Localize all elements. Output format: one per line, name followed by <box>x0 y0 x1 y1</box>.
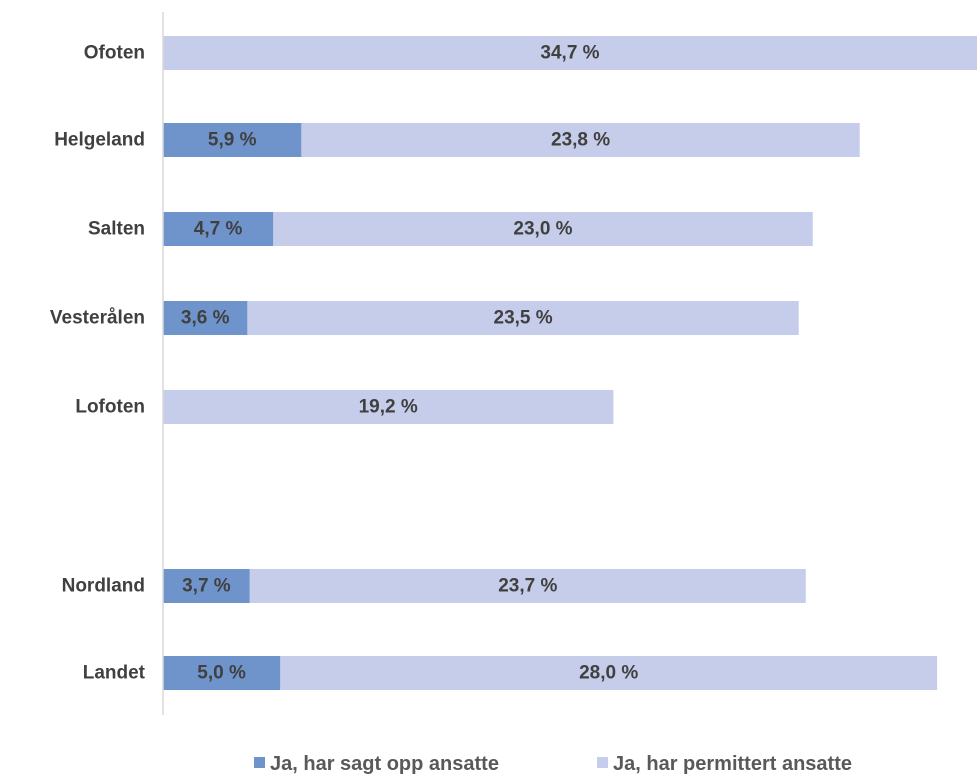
category-label-nordland: Nordland <box>62 576 145 597</box>
bar-lofoten-series-2 <box>163 390 614 424</box>
legend: Ja, har sagt opp ansatte Ja, har permitte… <box>254 753 852 775</box>
data-label-vesteralen-series-2: 23,5 % <box>494 308 553 329</box>
data-label-lofoten-series-2: 19,2 % <box>359 397 418 418</box>
data-label-landet-series-2: 28,0 % <box>579 663 638 684</box>
category-label-helgeland: Helgeland <box>54 130 145 151</box>
bar-salten-series-2 <box>273 212 813 246</box>
bar-landet-series-1 <box>163 656 281 690</box>
category-label-vesteralen: Vesterålen <box>50 308 145 329</box>
bars-layer <box>163 36 977 690</box>
data-label-nordland-series-2: 23,7 % <box>498 576 557 597</box>
bar-vesteralen-series-1 <box>163 301 248 335</box>
bar-landet-series-2 <box>280 656 938 690</box>
category-label-lofoten: Lofoten <box>75 397 145 418</box>
data-label-vesteralen-series-1: 3,6 % <box>181 308 230 329</box>
data-label-helgeland-series-1: 5,9 % <box>208 130 257 151</box>
data-label-helgeland-series-2: 23,8 % <box>551 130 610 151</box>
bar-nordland-series-2 <box>249 569 806 603</box>
bar-helgeland-series-1 <box>163 123 302 157</box>
data-label-ofoten-series-2: 34,7 % <box>540 43 599 64</box>
legend-label-series-2: Ja, har permittert ansatte <box>613 753 852 775</box>
category-label-salten: Salten <box>88 219 145 240</box>
legend-swatch-series-2 <box>597 757 608 768</box>
data-label-salten-series-1: 4,7 % <box>194 219 243 240</box>
legend-label-series-1: Ja, har sagt opp ansatte <box>270 753 499 775</box>
category-label-ofoten: Ofoten <box>84 43 145 64</box>
data-label-landet-series-1: 5,0 % <box>197 663 246 684</box>
bar-ofoten-series-2 <box>163 36 977 70</box>
category-label-landet: Landet <box>83 663 146 684</box>
legend-swatch-series-1 <box>254 757 265 768</box>
bar-salten-series-1 <box>163 212 274 246</box>
bar-helgeland-series-2 <box>301 123 860 157</box>
data-label-salten-series-2: 23,0 % <box>513 219 572 240</box>
bar-vesteralen-series-2 <box>247 301 799 335</box>
bar-nordland-series-1 <box>163 569 250 603</box>
labels-layer: Ofoten Helgeland Salten Vesterålen Lofoten No… <box>50 43 638 684</box>
data-label-nordland-series-1: 3,7 % <box>182 576 231 597</box>
